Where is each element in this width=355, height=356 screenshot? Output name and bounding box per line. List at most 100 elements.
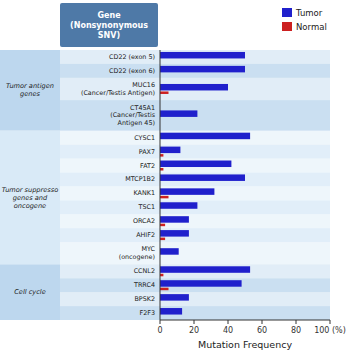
group-band — [0, 264, 60, 320]
text-line: CD22 (exon 5) — [109, 53, 155, 61]
legend-label: Tumor — [295, 8, 323, 18]
text-line: MTCP1B2 — [125, 175, 155, 183]
chart-container: Tumor antigengenes Tumor suppressogenes a… — [0, 0, 355, 356]
bar-tumor — [160, 202, 197, 209]
row-band — [60, 292, 330, 306]
row-band — [60, 278, 330, 292]
bar-tumor — [160, 230, 189, 237]
row-band — [60, 228, 330, 242]
group-label: Tumor suppressogenes andoncogene — [2, 186, 58, 210]
y-axis-title: Gene(NonsynonymousSNV) — [70, 11, 148, 40]
bar-tumor — [160, 294, 189, 301]
bar-tumor — [160, 216, 189, 223]
text-line: KANK1 — [134, 189, 156, 197]
row-band — [60, 50, 330, 64]
category-label: CD22 (exon 6) — [109, 67, 155, 75]
bar-normal — [160, 288, 169, 291]
x-axis-line — [160, 320, 330, 321]
bar-normal — [160, 274, 163, 277]
category-label: TRRC4 — [133, 281, 155, 289]
text-line: Gene — [97, 11, 121, 20]
row-band — [60, 145, 330, 159]
bar-tumor — [160, 280, 242, 287]
group-label: Tumor antigengenes — [6, 82, 54, 98]
zero-line — [160, 50, 161, 320]
category-label: CD22 (exon 5) — [109, 53, 155, 61]
row-band — [60, 78, 330, 100]
text-line: CYSC1 — [134, 134, 155, 142]
bar-normal — [160, 168, 163, 171]
x-tick-label: 100 (%) — [314, 326, 346, 335]
x-tick — [194, 320, 195, 324]
legend-label: Normal — [296, 22, 327, 32]
x-tick — [296, 320, 297, 324]
text-line: Cell cycle — [14, 288, 45, 296]
category-label: KANK1 — [134, 189, 156, 197]
text-line: CD22 (exon 6) — [109, 67, 155, 75]
legend: Tumor Normal — [282, 8, 327, 32]
text-line: (Cancer/Testis Antigen) — [81, 89, 155, 97]
category-label: AHIF2 — [136, 231, 155, 239]
category-label: F2F3 — [140, 309, 155, 317]
row-band — [60, 214, 330, 228]
category-label: CT45A1(Cancer/TestisAntigen 45) — [110, 104, 156, 127]
category-label: MUC16(Cancer/Testis Antigen) — [81, 81, 155, 97]
bar-tumor — [160, 84, 228, 91]
x-tick — [228, 320, 229, 324]
bar-normal — [160, 154, 163, 157]
category-label: TSC1 — [138, 203, 156, 211]
bar-tumor — [160, 266, 250, 273]
text-line: PAX7 — [139, 148, 155, 156]
x-tick-label: 0 — [157, 326, 162, 335]
x-tick-label: 80 — [291, 326, 301, 335]
bar-tumor — [160, 174, 245, 181]
x-tick-label: 60 — [257, 326, 267, 335]
row-band — [60, 100, 330, 131]
text-line: TRRC4 — [133, 281, 155, 289]
text-line: (Nonsynonymous — [70, 21, 148, 30]
bar-tumor — [160, 147, 180, 154]
row-band — [60, 242, 330, 264]
bar-tumor — [160, 133, 250, 140]
row-band — [60, 264, 330, 278]
row-band — [60, 186, 330, 200]
row-band — [60, 159, 330, 173]
text-line: F2F3 — [140, 309, 155, 317]
row-band — [60, 306, 330, 320]
category-label: FAT2 — [140, 162, 155, 170]
text-line: Tumor antigen — [6, 82, 54, 90]
group-band — [0, 131, 60, 265]
legend-swatch — [282, 8, 292, 17]
text-line: Antigen 45) — [118, 119, 155, 127]
group-label: Cell cycle — [14, 288, 45, 296]
x-tick — [160, 320, 161, 324]
group-band — [0, 50, 60, 131]
text-line: FAT2 — [140, 162, 155, 170]
text-line: genes — [20, 90, 40, 98]
category-label: CCNL2 — [134, 267, 155, 275]
header-box — [60, 3, 158, 47]
bar-tumor — [160, 110, 197, 117]
bar-tumor — [160, 308, 182, 315]
category-label: CYSC1 — [134, 134, 155, 142]
row-band — [60, 172, 330, 186]
x-tick — [262, 320, 263, 324]
backgrounds — [0, 50, 330, 320]
category-label: MYC(oncogene) — [119, 245, 156, 260]
text-line: AHIF2 — [136, 231, 155, 239]
bar-normal — [160, 196, 169, 199]
bar-tumor — [160, 66, 245, 73]
text-line: oncogene — [14, 202, 46, 210]
row-band — [60, 131, 330, 145]
bar-tumor — [160, 52, 245, 59]
text-line: ORCA2 — [133, 217, 155, 225]
bar-tumor — [160, 248, 179, 255]
bar-normal — [160, 91, 169, 94]
category-label: ORCA2 — [133, 217, 155, 225]
bars — [160, 52, 250, 315]
x-tick-label: 20 — [189, 326, 199, 335]
bar-normal — [160, 238, 165, 241]
row-band — [60, 64, 330, 78]
category-label: MTCP1B2 — [125, 175, 155, 183]
category-label: PAX7 — [139, 148, 155, 156]
